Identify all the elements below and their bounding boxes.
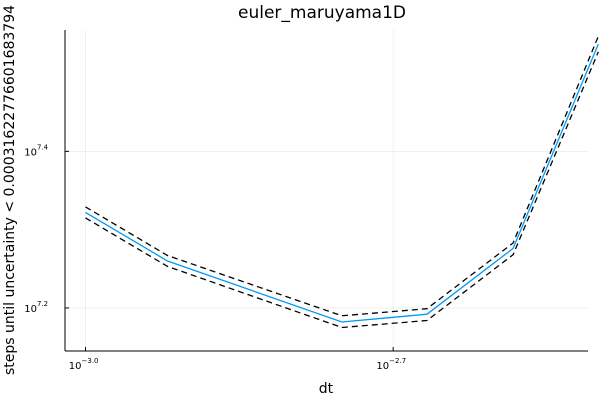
y-tick-exponent: 7.4 — [37, 143, 49, 151]
series-line-bound — [85, 36, 599, 317]
x-tick-base: 10 — [69, 361, 82, 372]
y-tick-base: 10 — [24, 304, 37, 315]
series-line-mean — [85, 43, 599, 323]
x-tick-exponent: −2.7 — [389, 357, 406, 365]
series-group — [85, 36, 599, 329]
x-tick-label: 10 −2.7 — [376, 357, 406, 372]
y-axis-label: steps until uncertainty < 0.000316227766… — [2, 5, 18, 375]
grid — [65, 30, 588, 351]
x-axis-label: dt — [319, 381, 334, 397]
y-tick-label: 10 7.2 — [24, 300, 48, 315]
chart-title: euler_maruyama1D — [238, 3, 406, 23]
x-tick-exponent: −3.0 — [82, 357, 99, 365]
ticks: 10 −3.0 10 −2.710 7.210 7.4 — [24, 143, 406, 372]
y-tick-base: 10 — [24, 147, 37, 158]
y-tick-label: 10 7.4 — [24, 143, 48, 158]
x-tick-base: 10 — [376, 361, 389, 372]
y-tick-exponent: 7.2 — [37, 300, 48, 308]
series-line-bound — [85, 51, 599, 329]
x-tick-label: 10 −3.0 — [69, 357, 99, 372]
